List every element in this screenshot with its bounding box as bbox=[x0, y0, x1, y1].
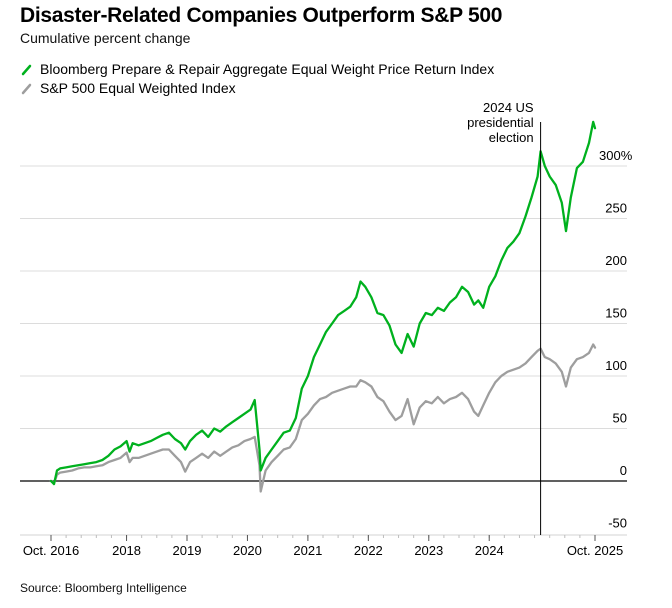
election-annotation-text: presidential bbox=[467, 115, 534, 130]
election-annotation-text: election bbox=[489, 130, 534, 145]
chart-subtitle: Cumulative percent change bbox=[20, 30, 191, 46]
x-tick-label: 2023 bbox=[414, 543, 443, 558]
election-annotation-text: 2024 US bbox=[483, 100, 534, 115]
y-tick-label: 300% bbox=[599, 148, 633, 163]
y-tick-label: 50 bbox=[613, 411, 627, 426]
y-tick-label: -50 bbox=[608, 516, 627, 531]
gray-line-icon bbox=[20, 81, 36, 95]
x-tick-label: 2024 bbox=[475, 543, 504, 558]
x-tick-label: 2021 bbox=[293, 543, 322, 558]
source-note: Source: Bloomberg Intelligence bbox=[20, 581, 187, 595]
y-tick-label: 0 bbox=[620, 463, 627, 478]
legend: Bloomberg Prepare & Repair Aggregate Equ… bbox=[20, 59, 494, 97]
x-tick-label: 2020 bbox=[233, 543, 262, 558]
y-tick-label: 100 bbox=[605, 358, 627, 373]
y-tick-label: 150 bbox=[605, 306, 627, 321]
x-tick-label: Oct. 2016 bbox=[23, 543, 79, 558]
x-tick-label: 2018 bbox=[112, 543, 141, 558]
y-tick-label: 250 bbox=[605, 201, 627, 216]
y-tick-label: 200 bbox=[605, 253, 627, 268]
legend-item-sp500: S&P 500 Equal Weighted Index bbox=[20, 78, 494, 97]
green-line-icon bbox=[20, 62, 36, 76]
legend-item-prepare-repair: Bloomberg Prepare & Repair Aggregate Equ… bbox=[20, 59, 494, 78]
x-tick-label: 2019 bbox=[173, 543, 202, 558]
chart-title: Disaster-Related Companies Outperform S&… bbox=[20, 4, 503, 27]
series-line-sp500 bbox=[49, 343, 597, 493]
legend-label-sp500: S&P 500 Equal Weighted Index bbox=[40, 79, 236, 96]
legend-label-prepare-repair: Bloomberg Prepare & Repair Aggregate Equ… bbox=[40, 60, 495, 77]
x-tick-label: 2022 bbox=[354, 543, 383, 558]
x-tick-label: Oct. 2025 bbox=[567, 543, 623, 558]
series-line-prepare-repair bbox=[49, 120, 597, 486]
